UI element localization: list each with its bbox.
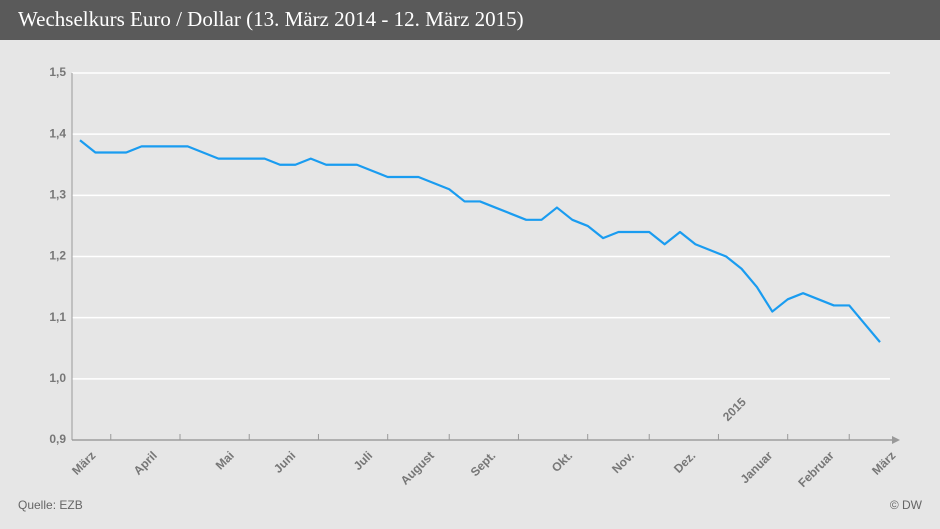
y-tick-label: 1,0: [49, 371, 66, 385]
source: Quelle: EZB: [18, 498, 83, 512]
y-tick-label: 1,3: [49, 188, 66, 202]
y-tick-label: 1,2: [49, 249, 66, 263]
x-axis-arrow: [892, 436, 900, 444]
line-series: [79, 139, 881, 343]
title-bar: [0, 0, 940, 40]
y-tick-label: 1,4: [49, 126, 66, 140]
y-tick-label: 1,1: [49, 310, 66, 324]
y-tick-label: 0,9: [49, 432, 66, 446]
credit: © DW: [890, 498, 923, 512]
chart-title: Wechselkurs Euro / Dollar (13. März 2014…: [18, 7, 524, 31]
y-tick-label: 1,5: [49, 65, 66, 79]
